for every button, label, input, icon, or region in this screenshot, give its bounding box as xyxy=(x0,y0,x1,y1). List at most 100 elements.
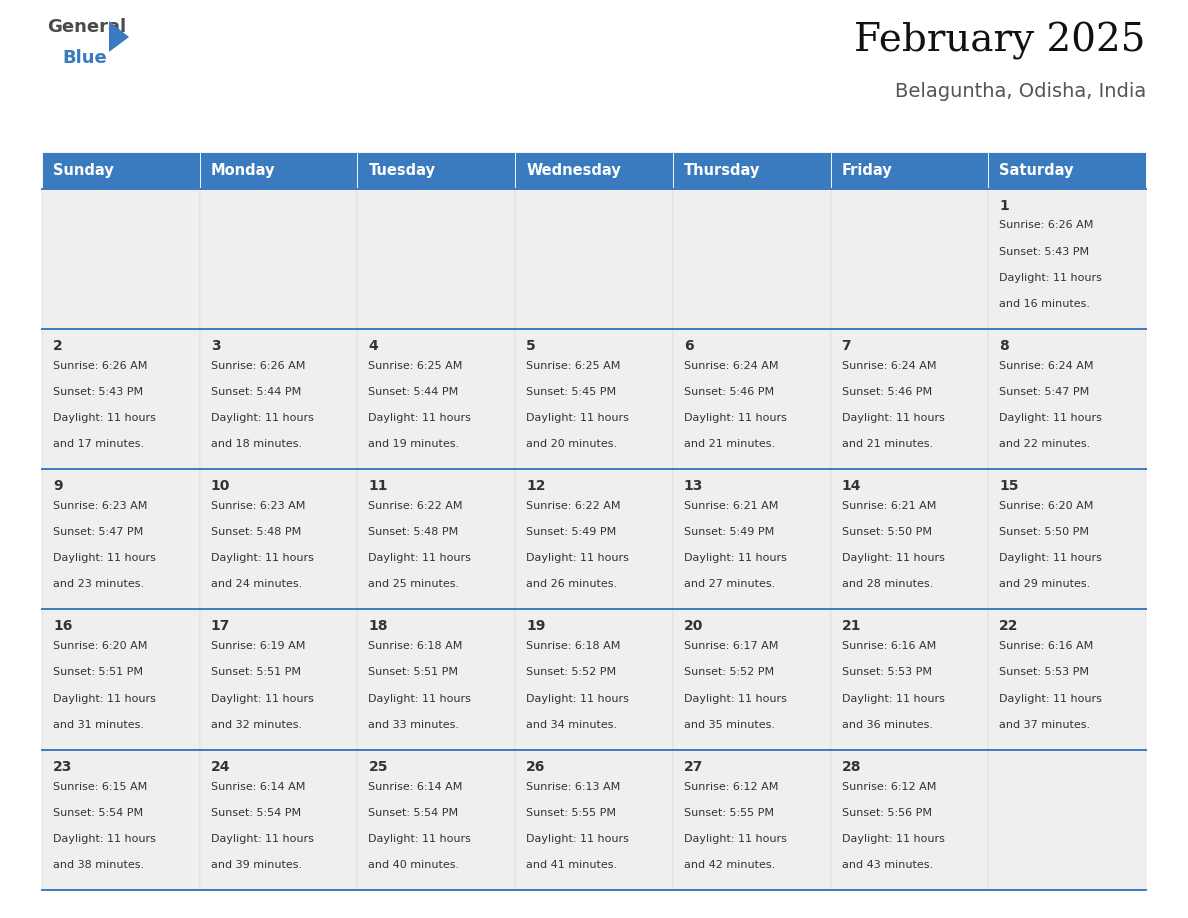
Text: Daylight: 11 hours: Daylight: 11 hours xyxy=(684,834,786,844)
Bar xyxy=(200,329,358,469)
Text: Sunset: 5:50 PM: Sunset: 5:50 PM xyxy=(999,527,1089,537)
Text: General: General xyxy=(48,18,126,36)
Text: and 16 minutes.: and 16 minutes. xyxy=(999,298,1091,308)
Bar xyxy=(516,188,672,329)
Bar xyxy=(672,152,830,188)
Text: Daylight: 11 hours: Daylight: 11 hours xyxy=(841,834,944,844)
Bar xyxy=(358,750,516,890)
Bar xyxy=(42,610,200,750)
Text: Daylight: 11 hours: Daylight: 11 hours xyxy=(210,834,314,844)
Text: Sunset: 5:53 PM: Sunset: 5:53 PM xyxy=(999,667,1089,677)
Bar xyxy=(988,188,1146,329)
Bar xyxy=(672,610,830,750)
Text: Sunset: 5:53 PM: Sunset: 5:53 PM xyxy=(841,667,931,677)
Bar xyxy=(358,469,516,610)
Text: Sunrise: 6:25 AM: Sunrise: 6:25 AM xyxy=(368,361,463,371)
Text: Sunrise: 6:24 AM: Sunrise: 6:24 AM xyxy=(999,361,1094,371)
Text: Sunset: 5:47 PM: Sunset: 5:47 PM xyxy=(999,386,1089,397)
Text: Wednesday: Wednesday xyxy=(526,162,621,178)
Text: 28: 28 xyxy=(841,760,861,774)
Bar xyxy=(988,469,1146,610)
Bar xyxy=(200,750,358,890)
Text: Thursday: Thursday xyxy=(684,162,760,178)
Text: Daylight: 11 hours: Daylight: 11 hours xyxy=(526,834,630,844)
Text: Sunset: 5:48 PM: Sunset: 5:48 PM xyxy=(210,527,301,537)
Text: and 27 minutes.: and 27 minutes. xyxy=(684,579,775,589)
Text: Daylight: 11 hours: Daylight: 11 hours xyxy=(368,554,472,564)
Text: Sunset: 5:50 PM: Sunset: 5:50 PM xyxy=(841,527,931,537)
Text: 7: 7 xyxy=(841,339,852,353)
Text: Sunset: 5:47 PM: Sunset: 5:47 PM xyxy=(53,527,144,537)
Bar xyxy=(830,188,988,329)
Text: Daylight: 11 hours: Daylight: 11 hours xyxy=(841,413,944,423)
Text: 25: 25 xyxy=(368,760,388,774)
Text: Sunrise: 6:21 AM: Sunrise: 6:21 AM xyxy=(684,501,778,511)
Text: 8: 8 xyxy=(999,339,1009,353)
Text: Sunset: 5:54 PM: Sunset: 5:54 PM xyxy=(210,808,301,818)
Bar xyxy=(830,152,988,188)
Bar xyxy=(988,610,1146,750)
Text: Daylight: 11 hours: Daylight: 11 hours xyxy=(841,693,944,703)
Text: Daylight: 11 hours: Daylight: 11 hours xyxy=(210,413,314,423)
Bar xyxy=(516,152,672,188)
Text: Daylight: 11 hours: Daylight: 11 hours xyxy=(526,693,630,703)
Bar xyxy=(42,329,200,469)
Text: Sunset: 5:55 PM: Sunset: 5:55 PM xyxy=(526,808,617,818)
Text: and 23 minutes.: and 23 minutes. xyxy=(53,579,144,589)
Bar xyxy=(830,610,988,750)
Text: 22: 22 xyxy=(999,620,1019,633)
Text: Sunrise: 6:16 AM: Sunrise: 6:16 AM xyxy=(841,642,936,652)
Text: Tuesday: Tuesday xyxy=(368,162,436,178)
Text: Sunset: 5:56 PM: Sunset: 5:56 PM xyxy=(841,808,931,818)
Text: Sunset: 5:51 PM: Sunset: 5:51 PM xyxy=(53,667,143,677)
Bar xyxy=(672,329,830,469)
Text: Sunset: 5:45 PM: Sunset: 5:45 PM xyxy=(526,386,617,397)
Text: Sunrise: 6:12 AM: Sunrise: 6:12 AM xyxy=(841,782,936,791)
Bar xyxy=(516,750,672,890)
Text: and 25 minutes.: and 25 minutes. xyxy=(368,579,460,589)
Text: and 26 minutes.: and 26 minutes. xyxy=(526,579,618,589)
Bar xyxy=(358,329,516,469)
Bar xyxy=(200,469,358,610)
Text: 18: 18 xyxy=(368,620,388,633)
Text: and 29 minutes.: and 29 minutes. xyxy=(999,579,1091,589)
Text: and 21 minutes.: and 21 minutes. xyxy=(684,439,775,449)
Text: Daylight: 11 hours: Daylight: 11 hours xyxy=(53,554,156,564)
Text: Friday: Friday xyxy=(841,162,892,178)
Text: and 17 minutes.: and 17 minutes. xyxy=(53,439,144,449)
Text: 6: 6 xyxy=(684,339,694,353)
Text: and 22 minutes.: and 22 minutes. xyxy=(999,439,1091,449)
Text: and 39 minutes.: and 39 minutes. xyxy=(210,860,302,870)
Text: and 24 minutes.: and 24 minutes. xyxy=(210,579,302,589)
Text: Daylight: 11 hours: Daylight: 11 hours xyxy=(684,413,786,423)
Text: 9: 9 xyxy=(53,479,63,493)
Text: 1: 1 xyxy=(999,198,1009,212)
Text: Sunset: 5:43 PM: Sunset: 5:43 PM xyxy=(53,386,144,397)
Text: Sunrise: 6:12 AM: Sunrise: 6:12 AM xyxy=(684,782,778,791)
Bar xyxy=(42,152,200,188)
Bar xyxy=(358,610,516,750)
Text: Sunrise: 6:20 AM: Sunrise: 6:20 AM xyxy=(999,501,1094,511)
Text: and 20 minutes.: and 20 minutes. xyxy=(526,439,618,449)
Text: Sunset: 5:49 PM: Sunset: 5:49 PM xyxy=(526,527,617,537)
Text: Sunrise: 6:25 AM: Sunrise: 6:25 AM xyxy=(526,361,620,371)
Text: Sunset: 5:54 PM: Sunset: 5:54 PM xyxy=(368,808,459,818)
Text: Sunrise: 6:22 AM: Sunrise: 6:22 AM xyxy=(368,501,463,511)
Text: and 19 minutes.: and 19 minutes. xyxy=(368,439,460,449)
Bar xyxy=(988,329,1146,469)
Bar xyxy=(830,750,988,890)
Text: Sunset: 5:43 PM: Sunset: 5:43 PM xyxy=(999,247,1089,256)
Text: 4: 4 xyxy=(368,339,378,353)
Text: and 37 minutes.: and 37 minutes. xyxy=(999,720,1091,730)
Text: 16: 16 xyxy=(53,620,72,633)
Text: and 34 minutes.: and 34 minutes. xyxy=(526,720,618,730)
Text: 11: 11 xyxy=(368,479,388,493)
Text: Daylight: 11 hours: Daylight: 11 hours xyxy=(210,693,314,703)
Text: Sunset: 5:54 PM: Sunset: 5:54 PM xyxy=(53,808,144,818)
Text: Daylight: 11 hours: Daylight: 11 hours xyxy=(999,273,1102,283)
Text: 23: 23 xyxy=(53,760,72,774)
Text: 15: 15 xyxy=(999,479,1019,493)
Text: Sunrise: 6:22 AM: Sunrise: 6:22 AM xyxy=(526,501,620,511)
Text: 13: 13 xyxy=(684,479,703,493)
Bar xyxy=(42,469,200,610)
